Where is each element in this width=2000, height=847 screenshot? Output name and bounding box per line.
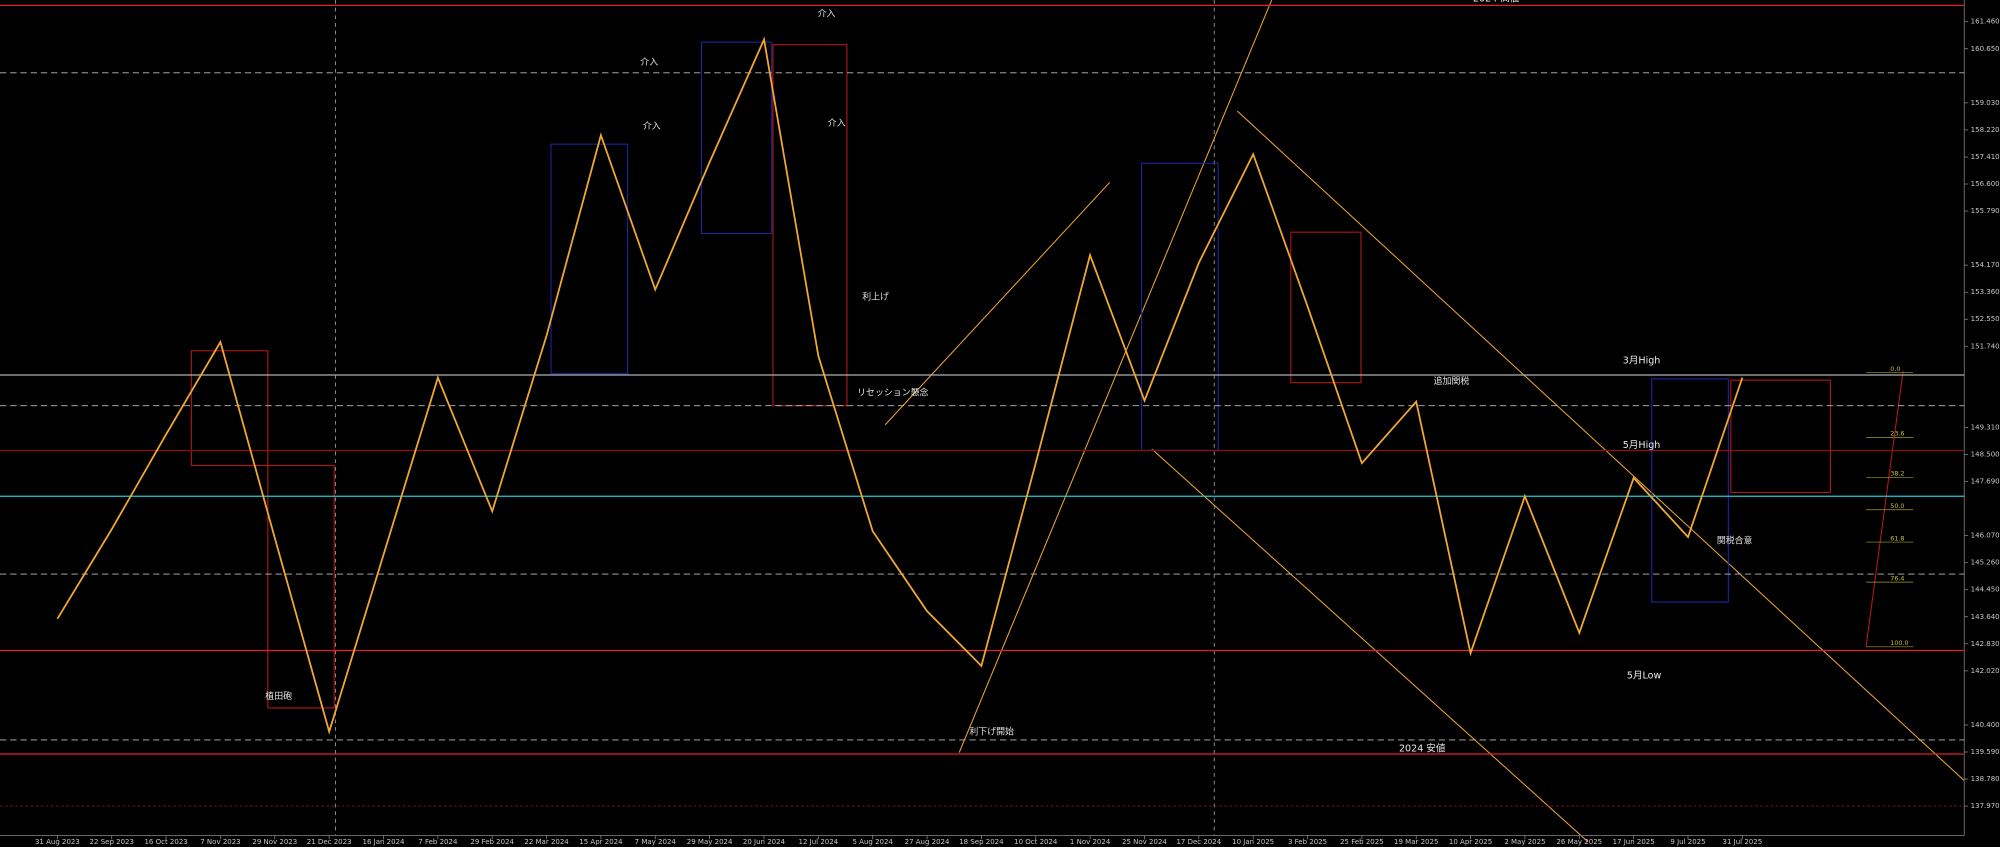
x-tick-label: 10 Oct 2024 [1014, 837, 1058, 846]
y-tick-label: 142.020 [1971, 666, 2000, 675]
x-tick-label: 25 Feb 2025 [1340, 837, 1384, 846]
range-box [550, 143, 629, 375]
y-tick-label: 159.030 [1971, 98, 2000, 107]
range-box [701, 41, 773, 234]
y-tick-label: 156.600 [1971, 179, 2000, 188]
fib-label: 61.8 [1890, 534, 1904, 542]
y-tick-label: 139.590 [1971, 747, 2000, 756]
range-box [1730, 379, 1831, 493]
fib-label: 0.0 [1890, 365, 1900, 373]
y-tick-label: 148.500 [1971, 449, 2000, 458]
annotation: 利上げ [862, 291, 889, 303]
y-tick-label: 154.170 [1971, 260, 2000, 269]
x-tick-label: 16 Oct 2023 [144, 837, 187, 846]
fib-label: 100.0 [1890, 639, 1908, 647]
annotation: 介入 [828, 118, 846, 129]
x-tick-label: 31 Aug 2023 [35, 837, 80, 846]
range-box [267, 465, 335, 709]
x-tick-label: 31 Jul 2025 [1723, 837, 1763, 846]
annotation: 介入 [818, 9, 836, 20]
y-tick-label: 145.260 [1971, 558, 2000, 567]
y-tick-label: 161.460 [1971, 17, 2000, 26]
x-tick-label: 29 Feb 2024 [470, 837, 514, 846]
x-tick-label: 26 May 2025 [1556, 837, 1602, 846]
annotation: 介入 [640, 57, 658, 68]
y-tick-label: 149.310 [1971, 422, 2000, 431]
fib-label: 38.2 [1890, 470, 1904, 478]
x-tick-label: 7 Feb 2024 [418, 837, 458, 846]
y-tick-label: 138.780 [1971, 774, 2000, 783]
y-tick-label: 160.650 [1971, 44, 2000, 53]
x-tick-label: 15 Apr 2024 [579, 837, 623, 846]
x-tick-label: 19 Mar 2025 [1394, 837, 1438, 846]
x-tick-label: 25 Nov 2024 [1122, 837, 1167, 846]
y-tick-label: 144.450 [1971, 585, 2000, 594]
annotation: 追加関税 [1434, 375, 1470, 387]
x-tick-label: 3 Feb 2025 [1288, 837, 1327, 846]
y-tick-label: 140.400 [1971, 720, 2000, 729]
y-tick-label: 158.220 [1971, 125, 2000, 134]
x-tick-label: 27 Aug 2024 [905, 837, 950, 846]
channel-line [1151, 448, 1589, 843]
range-box [190, 350, 269, 467]
fib-label: 23.6 [1890, 430, 1904, 438]
x-tick-label: 16 Jan 2024 [363, 837, 406, 846]
y-tick-label: 157.410 [1971, 152, 2000, 161]
x-tick-label: 12 Jul 2024 [799, 837, 839, 846]
annotation: リセッション懸念 [857, 386, 928, 398]
x-tick-label: 22 Mar 2024 [524, 837, 569, 846]
x-tick-label: 2 May 2025 [1504, 837, 1545, 846]
price-zigzag [56, 36, 1744, 735]
level-label: 3月High [1623, 355, 1661, 366]
channel-line [958, 0, 1273, 753]
x-tick-label: 9 Jul 2025 [1670, 837, 1705, 846]
x-tick-label: 5 Aug 2024 [853, 837, 894, 846]
annotation: 関税合意 [1717, 534, 1753, 546]
channel-line [884, 182, 1111, 426]
y-tick-label: 137.970 [1971, 801, 2000, 810]
fib-line [1865, 371, 1904, 647]
x-tick-label: 22 Sep 2023 [90, 837, 134, 846]
x-tick-label: 7 May 2024 [635, 837, 677, 846]
y-tick-label: 147.690 [1971, 477, 2000, 486]
annotation: 植田砲 [265, 690, 292, 702]
x-tick-label: 29 Nov 2023 [252, 837, 297, 846]
x-tick-label: 1 Nov 2024 [1070, 837, 1111, 846]
range-box [1651, 378, 1729, 603]
level-label: 5月High [1623, 440, 1661, 451]
channel-line [1236, 110, 1965, 782]
annotation: 利下げ開始 [969, 726, 1014, 738]
x-tick-label: 17 Dec 2024 [1176, 837, 1221, 846]
x-tick-label: 17 Jun 2025 [1613, 837, 1655, 846]
y-tick-label: 155.790 [1971, 206, 2000, 215]
y-tick-label: 151.740 [1971, 341, 2000, 350]
annotation: 介入 [643, 121, 661, 132]
range-box [1290, 231, 1362, 384]
level-label: 2024 高値 [1473, 0, 1520, 4]
layout-overlays [0, 0, 1965, 843]
x-tick-label: 10 Jan 2025 [1232, 837, 1274, 846]
fib-label: 50.0 [1890, 502, 1904, 510]
y-tick-label: 142.830 [1971, 639, 2000, 648]
x-tick-label: 21 Dec 2023 [307, 837, 352, 846]
level-label: 5月Low [1627, 671, 1662, 682]
level-label: 2024 安値 [1399, 742, 1446, 754]
fib-label: 76.4 [1890, 574, 1904, 582]
x-tick-label: 18 Sep 2024 [959, 837, 1004, 846]
y-tick-label: 152.550 [1971, 314, 2000, 323]
x-tick-label: 10 Apr 2025 [1449, 837, 1492, 846]
x-tick-label: 7 Nov 2023 [200, 837, 240, 846]
y-tick-label: 146.070 [1971, 531, 2000, 540]
x-tick-label: 20 Jun 2024 [743, 837, 786, 846]
y-tick-label: 153.360 [1971, 287, 2000, 296]
x-tick-label: 29 May 2024 [687, 837, 733, 846]
y-tick-label: 143.640 [1971, 612, 2000, 621]
